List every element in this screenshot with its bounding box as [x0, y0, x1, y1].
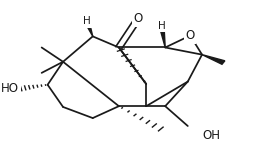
- Text: O: O: [133, 12, 142, 25]
- Text: HO: HO: [1, 82, 19, 95]
- Polygon shape: [159, 26, 165, 48]
- Text: H: H: [157, 21, 165, 31]
- Text: OH: OH: [201, 129, 219, 142]
- Polygon shape: [201, 55, 224, 64]
- Text: O: O: [185, 29, 194, 42]
- Text: H: H: [83, 16, 90, 26]
- Polygon shape: [84, 21, 92, 36]
